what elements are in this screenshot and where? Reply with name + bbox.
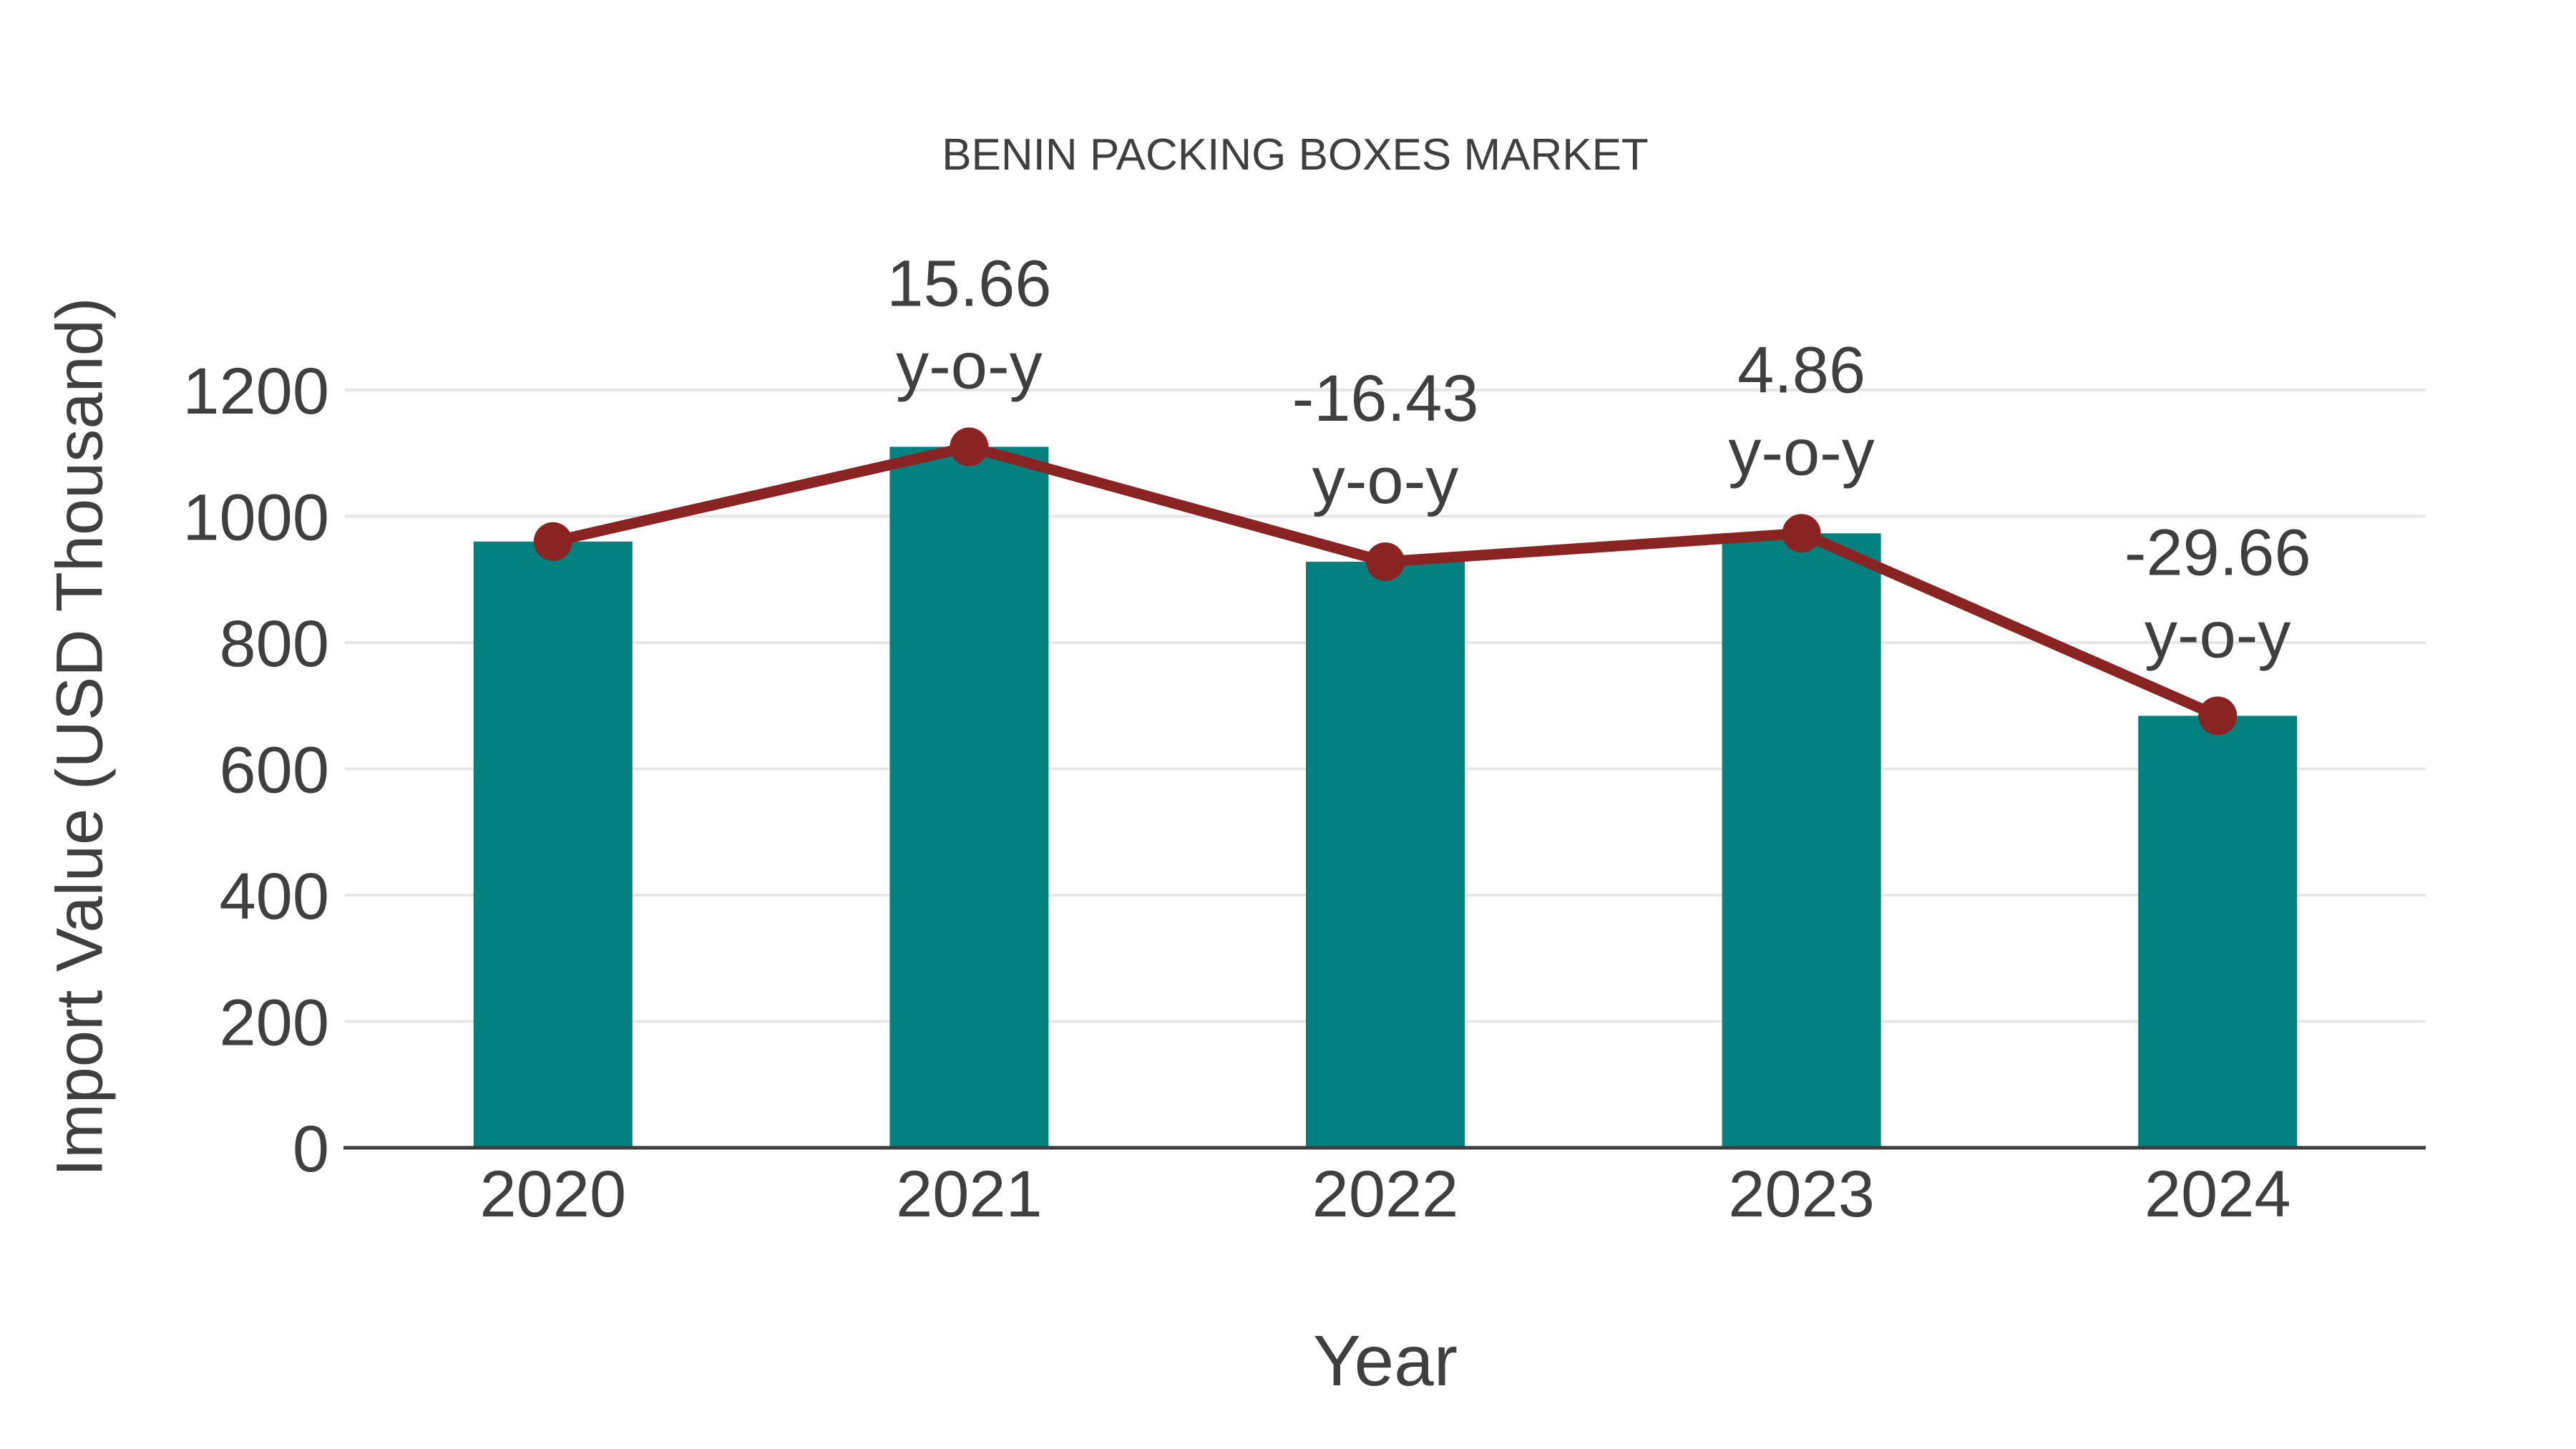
x-tick-label-2021: 2021 [896,1158,1043,1231]
y-tick-label-400: 400 [220,860,330,933]
y-tick-label-600: 600 [220,734,330,807]
x-tick-label-2022: 2022 [1312,1158,1459,1231]
yoy-marker-2023 [1782,514,1821,553]
annotation-2021-value: 15.66 [887,247,1051,320]
yoy-marker-2020 [533,522,572,561]
y-tick-label-800: 800 [220,608,330,680]
bar-2022 [1306,562,1465,1148]
annotation-2022-value: -16.43 [1292,362,1479,435]
y-tick-label-0: 0 [293,1113,329,1186]
x-tick-label-2023: 2023 [1728,1158,1875,1231]
bar-2023 [1722,533,1881,1148]
annotation-2022-unit: y-o-y [1312,444,1458,517]
annotation-2024-value: -29.66 [2124,516,2311,589]
annotation-2023-value: 4.86 [1737,333,1865,406]
x-tick-label-2024: 2024 [2145,1158,2291,1231]
x-axis-title: Year [1312,1321,1458,1401]
bar-2024 [2138,716,2298,1148]
y-tick-label-1200: 1200 [182,355,329,428]
annotation-2023-unit: y-o-y [1728,416,1874,489]
yoy-marker-2024 [2198,696,2238,736]
annotation-2024-unit: y-o-y [2145,598,2290,671]
y-tick-label-200: 200 [220,987,330,1060]
annotation-2021-unit: y-o-y [896,329,1042,402]
yoy-marker-2021 [950,427,989,467]
bar-2020 [473,541,633,1148]
x-tick-label-2020: 2020 [479,1158,626,1231]
bar-2021 [889,447,1049,1148]
chart-title: BENIN PACKING BOXES MARKET [942,130,1649,180]
y-tick-label-1000: 1000 [182,482,329,555]
yoy-marker-2022 [1366,542,1405,582]
